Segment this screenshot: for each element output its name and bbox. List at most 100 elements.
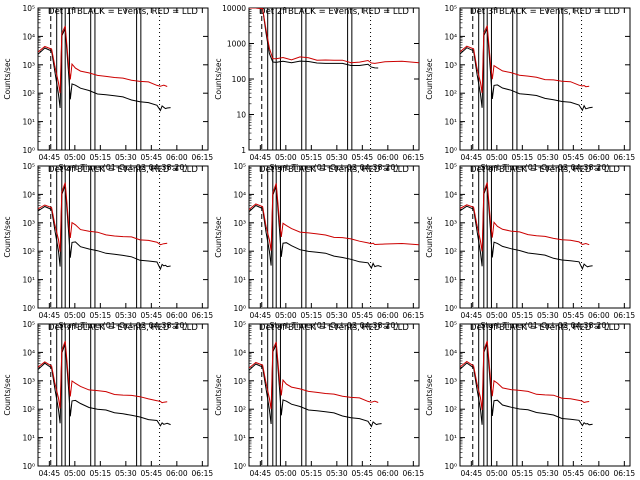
panel-det-9f: Det 9f BLACK = Events, RED = LLD 10⁰ 10¹ 10…: [425, 320, 635, 480]
y-tick-label: 10⁴: [22, 190, 35, 199]
x-tick-label: 05:30: [115, 311, 137, 320]
x-tick-label: 05:30: [326, 153, 348, 162]
x-tick-label: 06:00: [377, 311, 399, 320]
y-tick-label: 10⁵: [22, 162, 35, 171]
series-lld-line: [460, 182, 590, 252]
panel-title: Det 6f BLACK = Events, RED = LLD: [470, 165, 620, 175]
series-events-line: [249, 185, 382, 270]
x-tick-label: 06:00: [166, 153, 188, 162]
y-axis-label: Counts/sec: [425, 374, 434, 415]
plot-frame: [37, 323, 209, 467]
y-tick-label: 1: [241, 146, 246, 155]
series-lld-line: [38, 25, 168, 94]
panel-det-1f: Det 1f BLACK = Events, RED = LLD 10⁰ 10¹ 10…: [3, 4, 213, 172]
x-axis-label: Start Time (01-Oct-03 04:38:20): [58, 163, 187, 172]
x-tick-label: 06:00: [377, 469, 399, 478]
series-events-line: [249, 8, 379, 69]
y-tick-label: 10⁰: [233, 304, 246, 313]
y-tick-label: 10⁰: [444, 146, 457, 155]
y-tick-label: 10¹: [444, 276, 457, 285]
series-events-line: [38, 26, 171, 112]
x-tick-label: 05:45: [352, 153, 374, 162]
y-tick-label: 10³: [233, 377, 246, 386]
plot-frame: [37, 165, 209, 309]
x-tick-label: 05:00: [64, 311, 86, 320]
y-tick-label: 10⁰: [22, 462, 35, 471]
y-tick-label: 10⁵: [444, 4, 457, 13]
x-axis-label: Start Time (01-Oct-03 04:38:20): [480, 321, 609, 330]
y-tick-label: 10¹: [444, 118, 457, 127]
y-tick-label: 10³: [444, 377, 457, 386]
y-tick-label: 10³: [233, 219, 246, 228]
y-axis-label: Counts/sec: [3, 374, 12, 415]
y-tick-label: 10³: [22, 219, 35, 228]
panel-title: Det 7f BLACK = Events, RED = LLD: [48, 323, 198, 333]
x-tick-label: 05:45: [563, 469, 585, 478]
series-events-line: [460, 343, 593, 427]
y-tick-label: 10⁰: [22, 146, 35, 155]
x-tick-label: 05:00: [64, 153, 86, 162]
plot-frame: [459, 7, 631, 151]
x-tick-label: 05:15: [90, 153, 112, 162]
x-tick-label: 05:00: [275, 311, 297, 320]
y-tick-label: 10⁴: [22, 32, 35, 41]
y-tick-label: 10³: [444, 61, 457, 70]
y-axis-label: Counts/sec: [425, 216, 434, 257]
series-events-line: [249, 342, 382, 428]
x-tick-label: 05:45: [352, 311, 374, 320]
y-axis-label: Counts/sec: [214, 216, 223, 257]
x-tick-label: 05:45: [563, 311, 585, 320]
x-tick-label: 04:45: [461, 469, 483, 478]
panel-det-3f: Det 3f BLACK = Events, RED = LLD 10⁰ 10¹ 10…: [425, 4, 635, 172]
y-tick-label: 10: [236, 111, 246, 120]
series-events-line: [38, 343, 171, 427]
x-tick-label: 05:45: [141, 469, 163, 478]
x-tick-label: 06:15: [403, 469, 425, 478]
x-tick-label: 05:15: [512, 153, 534, 162]
x-tick-label: 04:45: [461, 153, 483, 162]
y-axis-label: Counts/sec: [425, 58, 434, 99]
y-tick-label: 10²: [233, 247, 246, 256]
panel-det-5f: Det 5f BLACK = Events, RED = LLD 10⁰ 10¹ 10…: [214, 162, 424, 330]
panel-det-8f: Det 8f BLACK = Events, RED = LLD 10⁰ 10¹ 10…: [214, 320, 424, 480]
x-tick-label: 04:45: [250, 469, 272, 478]
x-tick-label: 05:30: [115, 469, 137, 478]
panel-title: Det 3f BLACK = Events, RED = LLD: [470, 7, 620, 17]
x-tick-label: 05:00: [275, 469, 297, 478]
y-tick-label: 10⁴: [233, 190, 246, 199]
x-tick-label: 06:00: [377, 153, 399, 162]
y-tick-label: 10⁵: [444, 162, 457, 171]
x-tick-label: 05:15: [301, 469, 323, 478]
x-tick-label: 06:15: [614, 311, 636, 320]
y-tick-label: 10²: [22, 89, 35, 98]
y-tick-label: 10²: [444, 89, 457, 98]
x-tick-label: 06:00: [588, 153, 610, 162]
x-tick-label: 05:15: [301, 311, 323, 320]
panel-title: Det 9f BLACK = Events, RED = LLD: [470, 323, 620, 333]
x-tick-label: 06:00: [166, 469, 188, 478]
y-tick-label: 10⁵: [233, 162, 246, 171]
panel-det-6f: Det 6f BLACK = Events, RED = LLD 10⁰ 10¹ 10…: [425, 162, 635, 330]
x-tick-label: 06:15: [614, 153, 636, 162]
x-tick-label: 05:45: [563, 153, 585, 162]
y-axis-label: Counts/sec: [214, 58, 223, 99]
x-tick-label: 06:15: [192, 153, 214, 162]
x-axis-label: Start Time (01-Oct-03 04:38:20): [480, 163, 609, 172]
series-lld-line: [38, 340, 168, 409]
x-tick-label: 05:45: [141, 311, 163, 320]
x-tick-label: 05:15: [90, 469, 112, 478]
x-tick-label: 05:30: [537, 153, 559, 162]
y-tick-label: 10⁰: [444, 462, 457, 471]
y-tick-label: 10¹: [233, 434, 246, 443]
y-tick-label: 10¹: [22, 276, 35, 285]
y-tick-label: 10⁵: [444, 320, 457, 329]
panel-det-7f: Det 7f BLACK = Events, RED = LLD 10⁰ 10¹ 10…: [3, 320, 213, 480]
series-events-line: [460, 184, 593, 271]
y-tick-label: 10¹: [233, 276, 246, 285]
panel-det-2f: Det 2f BLACK = Events, RED = LLD 1 10 100 10…: [214, 4, 424, 172]
plot-frame: [459, 323, 631, 467]
y-tick-label: 10⁵: [233, 320, 246, 329]
x-tick-label: 06:15: [614, 469, 636, 478]
series-events-line: [460, 26, 593, 112]
